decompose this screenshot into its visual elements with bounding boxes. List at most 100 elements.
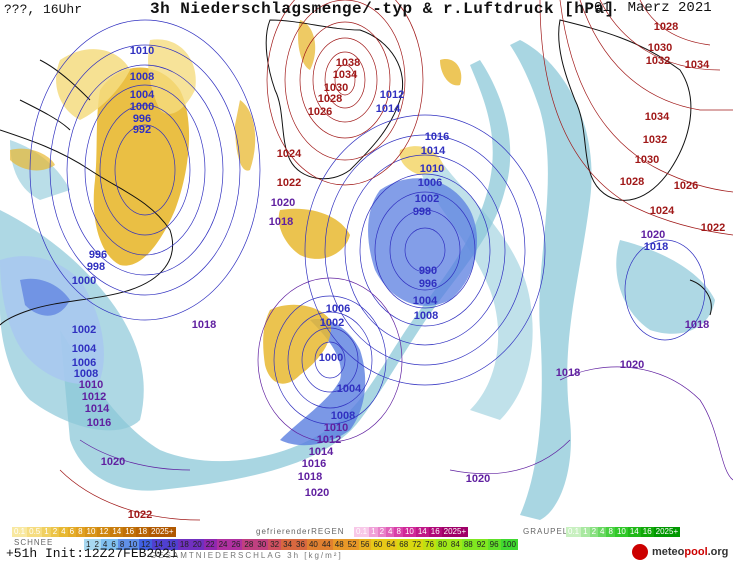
legend-swatch: 2025+ xyxy=(653,527,681,537)
isobar-label: 1030 xyxy=(324,82,348,94)
legend-graupel-label: GRAUPEL xyxy=(523,527,569,536)
isobar-label: 1010 xyxy=(130,45,154,57)
legend-swatch: 100 xyxy=(500,539,518,550)
isobar-lines xyxy=(29,0,733,521)
isobar-label: 1018 xyxy=(644,241,668,253)
isobar-label: 1034 xyxy=(685,59,710,71)
isobar-labels-blue: 1010100810041000996992101210141016101410… xyxy=(72,45,668,422)
isobar-label: 1024 xyxy=(650,205,675,217)
legend-swatch: 1 xyxy=(581,527,590,537)
legend-swatch: 14 xyxy=(152,539,165,550)
isobar-label: 1010 xyxy=(420,163,444,175)
isobar-label: 1020 xyxy=(641,229,665,241)
isobar-label: 1032 xyxy=(646,55,670,67)
legend-swatch: 1 xyxy=(84,539,93,550)
isobar-label: 1012 xyxy=(380,89,404,101)
isobar-labels-purple: 1020101810181010101210141016101810201010… xyxy=(79,197,709,499)
legend-swatch: 0.1 xyxy=(566,527,582,537)
isobar-label: 1004 xyxy=(413,295,438,307)
legend-swatch: 18 xyxy=(177,539,191,550)
legend-swatch: 10 xyxy=(84,527,98,537)
isobar-label: 1020 xyxy=(620,359,644,371)
legend-swatch: 2025+ xyxy=(441,527,469,537)
meteopool-logo-icon[interactable] xyxy=(632,544,648,560)
legend-swatch: 36 xyxy=(294,539,307,550)
isobar-label: 1012 xyxy=(82,391,106,403)
run-info: +51h Init:12Z27FEB2021 xyxy=(6,546,178,561)
isobar-label: 1010 xyxy=(324,422,348,434)
legend-swatch: 6 xyxy=(109,539,118,550)
isobar-label: 996 xyxy=(89,249,107,261)
isobar-label: 1030 xyxy=(648,42,672,54)
isobar-label: 1014 xyxy=(421,145,446,157)
legend-swatch: 60 xyxy=(371,539,385,550)
legend-swatch: 92 xyxy=(474,539,488,550)
isobar-label: 1016 xyxy=(302,458,326,470)
legend-swatch: 14 xyxy=(627,527,641,537)
legend-swatch: 4 xyxy=(386,527,395,537)
map-title: 3h Niederschlagsmenge/-typ & r.Luftdruck… xyxy=(150,0,615,18)
legend-swatch: 18 xyxy=(136,527,150,537)
isobar-label: 1004 xyxy=(337,383,362,395)
legend-swatch: 2 xyxy=(377,527,387,537)
isobar-label: 996 xyxy=(419,278,437,290)
legend-swatch: 2 xyxy=(50,527,60,537)
legend-graupel: 0.1 1 2 4 8 10 14 16 2025+ xyxy=(566,527,681,537)
isobar-label: 1000 xyxy=(319,352,343,364)
isobar-label: 1018 xyxy=(298,471,322,483)
isobar-label: 1028 xyxy=(654,21,678,33)
legend-swatch: 8 xyxy=(117,539,127,550)
isobar-label: 1006 xyxy=(326,303,350,315)
legend-swatch: 16 xyxy=(428,527,442,537)
isobar-label: 1008 xyxy=(130,71,154,83)
isobar-label: 1018 xyxy=(269,216,293,228)
isobar-label: 1002 xyxy=(72,324,96,336)
isobar-label: 1022 xyxy=(277,177,301,189)
isobar-label: 1018 xyxy=(556,367,580,379)
legend-swatch: 10 xyxy=(614,527,628,537)
legend-swatch: 72 xyxy=(410,539,424,550)
isobar-label: 1012 xyxy=(317,434,341,446)
legend-swatch: 34 xyxy=(281,539,295,550)
legend-swatch: 52 xyxy=(345,539,359,550)
legend-swatch: 16 xyxy=(123,527,137,537)
legend-swatch: 8 xyxy=(76,527,85,537)
legend-freezing-label: gefrierenderREGEN xyxy=(256,527,345,536)
legend-total-label: GESAMTNIEDERSCHLAG 3h [kg/m²] xyxy=(150,551,343,560)
legend-swatch: 80 xyxy=(436,539,449,550)
isobar-label: 1034 xyxy=(645,111,670,123)
legend-swatch: 2 xyxy=(589,527,599,537)
legend-swatch: 68 xyxy=(397,539,411,550)
isobar-label: 1018 xyxy=(192,319,216,331)
legend-swatch: 2 xyxy=(92,539,101,550)
isobar-label: 1026 xyxy=(674,180,698,192)
legend-freezing-rain: 0.1 1 2 4 8 10 14 16 2025+ xyxy=(354,527,469,537)
forecast-date: 01. Maerz 2021 xyxy=(594,0,712,16)
isobar-label: 1022 xyxy=(128,509,152,521)
isobar-label: 990 xyxy=(419,265,437,277)
isobar-label: 1014 xyxy=(309,446,334,458)
isobar-label: 1034 xyxy=(333,69,358,81)
isobar-label: 1022 xyxy=(701,222,725,234)
legend-swatch: 0.5 xyxy=(27,527,43,537)
legend-swatch: 44 xyxy=(319,539,333,550)
legend-swatch: 12 xyxy=(97,527,111,537)
isobar-label: 998 xyxy=(413,206,431,218)
isobar-label: 1028 xyxy=(620,176,644,188)
isobar-label: 1000 xyxy=(72,275,96,287)
isobar-labels-red: 1038103410301028102610241022102810301032… xyxy=(128,21,725,521)
isobar-label: 1026 xyxy=(308,106,332,118)
legend-swatch: 4 xyxy=(100,539,110,550)
precipitation-layer xyxy=(0,20,715,520)
legend-swatch: 64 xyxy=(384,539,398,550)
isobar-label: 1008 xyxy=(74,368,98,380)
isobar-label: 1006 xyxy=(72,357,96,369)
legend-swatch: 26 xyxy=(229,539,243,550)
isobar-label: 1030 xyxy=(635,154,659,166)
legend-swatch: 1 xyxy=(369,527,378,537)
meteopool-logo[interactable]: meteopool.org xyxy=(652,546,729,558)
legend-swatch: 4 xyxy=(598,527,607,537)
legend-swatch: 4 xyxy=(59,527,68,537)
isobar-label: 1028 xyxy=(318,93,342,105)
